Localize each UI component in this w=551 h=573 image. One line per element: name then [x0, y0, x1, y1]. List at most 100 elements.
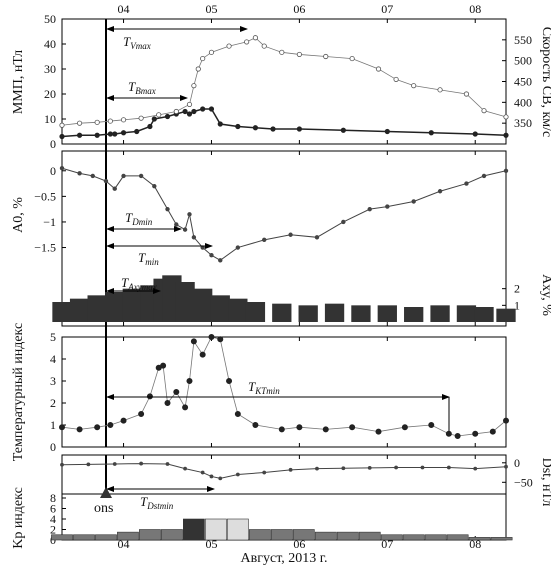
kt-point [107, 421, 114, 428]
imf-point [147, 123, 153, 130]
panel-1-right-label: Скорость СВ, км/с [539, 27, 551, 137]
imf-point [182, 108, 188, 115]
imf-point [107, 131, 113, 137]
a0-point [288, 232, 293, 237]
panel-2-right-label: Axy, % [539, 274, 551, 316]
speed-line [61, 37, 507, 126]
axy-bar [245, 302, 266, 322]
kt-point [401, 424, 408, 431]
imf-point [120, 130, 127, 136]
a0-point [341, 219, 346, 225]
a0-point [367, 206, 372, 212]
x-tick-label-bottom: 08 [469, 537, 481, 551]
kp-bar [161, 529, 183, 541]
kt-point [278, 426, 285, 433]
a0-point [209, 253, 214, 258]
kp-axis-tick-label: 4 [50, 512, 56, 526]
a0-axis-tick-label: 0 [50, 164, 56, 178]
kt-point [296, 424, 303, 431]
a0-point [182, 227, 188, 232]
kp-bar [117, 531, 139, 541]
onset-label: ons [94, 501, 113, 516]
imf-axis-tick-label: 50 [44, 12, 56, 26]
a0-axis-tick-label: −1.5 [34, 241, 56, 255]
kt-point [252, 421, 259, 428]
speed-point [59, 122, 65, 128]
a0-point [165, 206, 170, 212]
axy-bar [69, 298, 90, 322]
axy-bar [377, 305, 397, 322]
a0-point [187, 212, 192, 217]
imf-point [252, 125, 259, 131]
axy-bar [52, 302, 72, 322]
kt-axis-tick-label: 5 [50, 330, 56, 344]
a0-point [314, 235, 320, 240]
axy-bar [210, 295, 230, 322]
kt-line [61, 336, 507, 437]
kp-bar [139, 529, 161, 541]
panel-2-frame [61, 150, 507, 327]
speed-point [503, 114, 509, 120]
axy-bar [193, 288, 213, 322]
axy-bar [351, 305, 371, 322]
dst-axis-tick-label: −50 [514, 475, 533, 489]
kt-point [445, 430, 452, 437]
dst-point [183, 466, 187, 471]
kt-point [199, 351, 206, 358]
x-tick-label-bottom: 04 [118, 537, 130, 551]
axy-bar [122, 288, 142, 322]
imf-point [76, 132, 83, 138]
annotation-tdst: TDstmin [106, 486, 215, 511]
a0-point [77, 171, 82, 176]
x-axis-label: Август, 2013 г. [241, 551, 328, 566]
speed-point [156, 112, 162, 118]
imf-point [217, 121, 223, 127]
imf-axis-tick-label: 0 [50, 137, 56, 151]
panel-3-left-label: Температурный индекс [11, 323, 26, 461]
axy-bar [324, 303, 345, 322]
speed-point [94, 119, 100, 125]
axy-axis-tick-label: 1 [514, 298, 520, 312]
kt-axis-tick-label: 4 [50, 352, 56, 366]
x-tick-label-top: 04 [118, 2, 130, 16]
dst-point [235, 472, 240, 477]
axy-bar [404, 307, 424, 322]
speed-point [200, 55, 206, 62]
imf-point [503, 132, 509, 138]
a0-point [191, 235, 197, 240]
kt-point [428, 421, 435, 428]
kp-bar [292, 529, 315, 541]
kt-point [146, 393, 153, 400]
dst-point [420, 465, 425, 470]
imf-point [270, 126, 276, 132]
speed-point [375, 66, 382, 72]
panel-4-left-label: Kp индекс [11, 487, 26, 549]
kp-bar [73, 534, 95, 541]
annotation-taxy-text: TAxymax [121, 275, 157, 292]
imf-point [200, 106, 206, 112]
kt-point [208, 333, 215, 340]
panel-3-frame [61, 336, 507, 448]
annotation-tkt: TKTmin [106, 379, 450, 431]
annotation-tb: TBmax [106, 79, 188, 101]
a0-point [235, 245, 241, 250]
a0-point [503, 168, 509, 173]
speed-point [195, 66, 201, 72]
kp-bar [248, 529, 271, 541]
annotation-td-text: TDmin [125, 210, 153, 227]
kt-point [349, 424, 356, 431]
kp-bar [402, 534, 425, 541]
kt-point [164, 399, 171, 406]
annotation-td: TDmin [106, 210, 182, 232]
speed-point [226, 43, 232, 49]
speed-point [173, 108, 179, 115]
kp-bar [314, 531, 337, 541]
a0-point [481, 173, 487, 179]
dst-point [165, 462, 170, 466]
x-tick-label-top: 06 [293, 2, 305, 16]
kt-point [182, 404, 189, 411]
kp-bar [358, 531, 381, 541]
kp-bar [380, 534, 403, 541]
a0-point [218, 258, 223, 263]
axy-bar [430, 305, 450, 322]
